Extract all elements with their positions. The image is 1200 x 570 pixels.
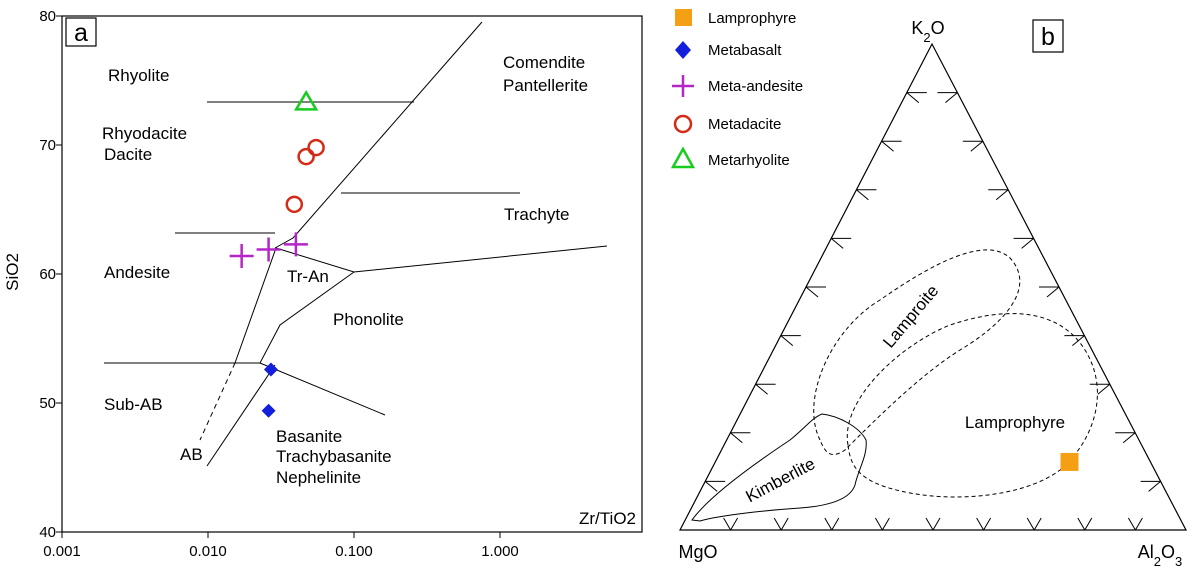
field-label: Lamprophyre [965, 413, 1065, 432]
data-point-circle [297, 147, 315, 166]
ternary-diagram-panel: b Lamproite Lamprophyre Kimberlite K2O M… [678, 18, 1187, 569]
ternary-tick [906, 92, 927, 103]
field-label: Nephelinite [276, 468, 361, 487]
legend-marker-plus [672, 75, 694, 97]
ternary-tick [730, 432, 751, 444]
data-point-plus [256, 237, 281, 262]
ternary-tick [1115, 432, 1136, 444]
field-label: Lamproite [879, 281, 942, 351]
data-point-square [1060, 452, 1079, 471]
data-point-diamond [263, 362, 278, 377]
ternary-tick [1089, 383, 1111, 395]
ternary-tick [805, 286, 826, 298]
ternary-tick [1013, 237, 1034, 249]
ternary-tick [988, 189, 1009, 201]
apex-label-mgo: MgO [678, 542, 717, 562]
x-axis: 0.001 0.010 0.100 1.000 Zr/TiO2 [43, 509, 636, 560]
legend-item: Metabasalt [675, 41, 782, 59]
ternary-tick [925, 517, 941, 531]
data-point-plus [229, 243, 254, 268]
ternary-tick [1127, 517, 1143, 531]
data-point-circle [307, 138, 325, 157]
y-tick-label: 70 [39, 137, 56, 154]
field-label: Tr-An [287, 267, 329, 286]
legend-label: Metarhyolite [708, 152, 790, 169]
panel-label-a: a [74, 19, 88, 47]
x-axis-label: Zr/TiO2 [579, 509, 636, 528]
field-label: Rhyodacite [102, 124, 187, 143]
y-axis-label: SiO2 [3, 253, 22, 291]
legend-marker-square [675, 9, 692, 26]
ternary-tick [830, 237, 852, 249]
legend-label: Metadacite [708, 116, 781, 133]
ternary-tick [780, 335, 801, 346]
data-point-circle [285, 195, 304, 214]
legend-marker-triangle [670, 146, 696, 169]
field-label: Dacite [104, 145, 152, 164]
ternary-tick [881, 140, 902, 152]
data-point-triangle [293, 89, 319, 111]
field-label: Phonolite [333, 310, 404, 329]
ternary-tick [1039, 286, 1060, 298]
panel-label-box-a [65, 17, 97, 47]
legend-item: Metarhyolite [670, 146, 790, 169]
field-label: Rhyolite [108, 66, 169, 85]
field-label: Trachyte [504, 205, 570, 224]
field-label: Comendite [503, 53, 585, 72]
tas-diagram-panel: a Rhyolite Comendite Pantellerite Rhyoda… [3, 8, 643, 560]
x-tick-label: 0.100 [335, 543, 373, 560]
ternary-tick [976, 517, 992, 531]
ternary-tick [755, 383, 776, 395]
apex-label-al2o3: Al2O3 [1138, 542, 1183, 569]
ternary-tick [723, 517, 739, 531]
field-label: AB [180, 445, 203, 464]
field-label: Kimberlite [743, 454, 819, 506]
x-tick-label: 1.000 [481, 543, 519, 560]
ternary-tick [856, 189, 877, 201]
ternary-tick [824, 517, 840, 531]
panel-label-box-b [1032, 19, 1064, 53]
field-label: Trachybasanite [276, 447, 392, 466]
kimberlite-field [691, 413, 867, 522]
x-tick-label: 0.001 [43, 543, 81, 560]
legend-item: Metadacite [673, 114, 781, 134]
ternary-tick [874, 517, 890, 531]
field-label: Andesite [104, 263, 170, 282]
legend-item: Meta-andesite [672, 75, 803, 97]
field-label: Pantellerite [503, 76, 588, 95]
y-tick-label: 40 [39, 524, 56, 541]
field-label: Basanite [276, 427, 342, 446]
field-label: Sub-AB [104, 395, 163, 414]
data-point-diamond [261, 403, 276, 418]
data-points-b [1060, 452, 1079, 471]
legend-marker-diamond [675, 41, 691, 59]
ternary-tick [962, 140, 984, 152]
lamproite-field [813, 249, 1021, 455]
legend-item: Lamprophyre [675, 9, 796, 27]
legend-marker-circle [673, 114, 693, 134]
y-tick-label: 80 [39, 8, 56, 25]
ternary-tick [773, 517, 789, 531]
y-tick-label: 50 [39, 395, 56, 412]
ternary-tick [704, 480, 726, 492]
y-tick-label: 60 [39, 266, 56, 283]
y-axis: 40 50 60 70 80 SiO2 [3, 8, 62, 541]
legend-label: Lamprophyre [708, 10, 796, 27]
ternary-tick [1077, 517, 1093, 531]
data-point-plus [283, 232, 308, 257]
panel-label-b: b [1041, 23, 1055, 51]
ternary-ticks [704, 92, 1161, 531]
data-points-a [229, 89, 325, 418]
legend-label: Meta-andesite [708, 78, 803, 95]
lamprophyre-field [846, 313, 1098, 498]
field-labels: Rhyolite Comendite Pantellerite Rhyodaci… [102, 53, 588, 487]
legend: Lamprophyre Metabasalt Meta-andesite Met… [670, 9, 803, 169]
ternary-tick [937, 92, 958, 103]
ternary-tick [1026, 517, 1042, 531]
x-tick-label: 0.010 [189, 543, 227, 560]
ternary-tick [1140, 480, 1161, 492]
legend-label: Metabasalt [708, 42, 782, 59]
apex-label-k2o: K2O [911, 18, 944, 45]
